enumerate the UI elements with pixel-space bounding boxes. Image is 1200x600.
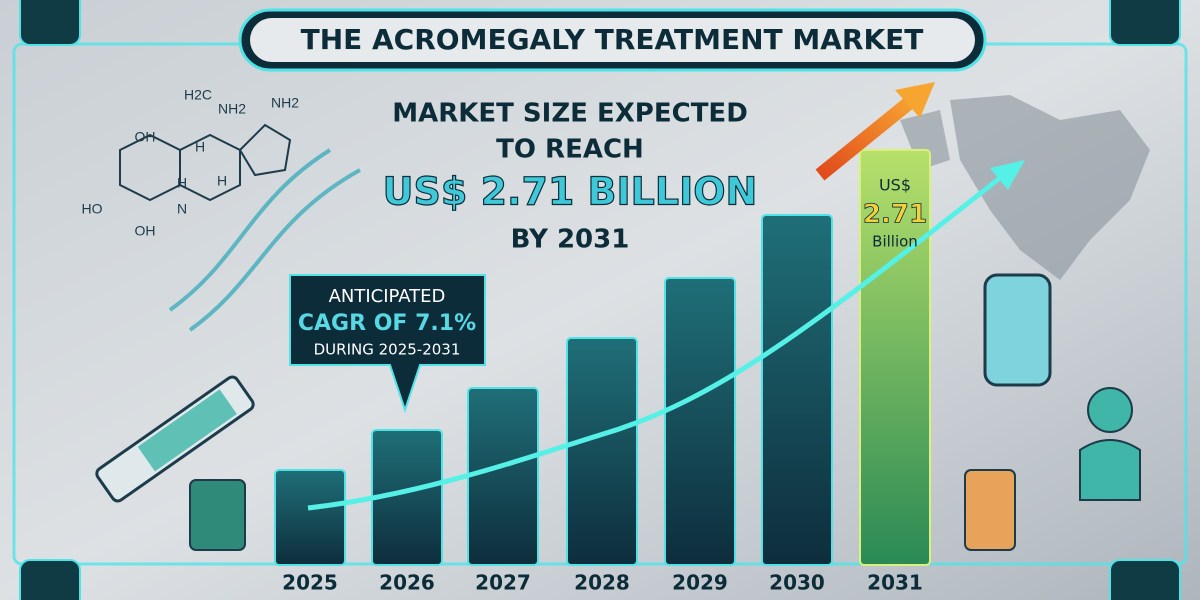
orange-arrow: [815, 92, 920, 181]
iv-bag: [983, 273, 1052, 387]
syringe: [95, 375, 255, 503]
molecule-label: H: [195, 139, 205, 155]
molecule-label: H: [177, 175, 187, 191]
year-label: 2030: [769, 571, 825, 595]
molecule-label: NH2: [271, 95, 299, 111]
year-label: 2029: [672, 571, 728, 595]
growth-arrowhead: [990, 160, 1025, 190]
dna: [168, 148, 361, 332]
callout-box: [289, 274, 486, 414]
bar-label: US$: [879, 176, 911, 195]
year-label: 2031: [867, 571, 923, 595]
bar-decoration: [664, 277, 736, 566]
molecule-label: OH: [135, 223, 156, 239]
world-map: [900, 95, 1150, 280]
person-icon: [1087, 387, 1133, 433]
bar-decoration: [467, 387, 539, 566]
year-label: 2025: [282, 571, 338, 595]
molecule: [119, 123, 292, 202]
corner-icons: [19, 0, 1181, 600]
molecule-label: N: [177, 201, 187, 217]
orange-arrowhead: [895, 82, 935, 118]
year-label: 2027: [475, 571, 531, 595]
title: THE ACROMEGALY TREATMENT MARKET: [301, 23, 924, 56]
callout-line: ANTICIPATED: [329, 286, 446, 307]
bar-decoration: [566, 337, 638, 566]
molecule-label: H2C: [184, 87, 212, 103]
molecule-label: OH: [135, 129, 156, 145]
year-label: 2026: [379, 571, 435, 595]
headline-line: BY 2031: [511, 225, 630, 255]
bar-decoration: [761, 214, 833, 566]
bottle: [189, 479, 246, 551]
molecule-label: H: [217, 173, 227, 189]
bottle: [964, 469, 1016, 551]
bar-label: Billion: [872, 233, 918, 251]
growth-curve: [307, 168, 1012, 511]
bar-decoration: [274, 469, 346, 566]
molecule-label: NH2: [218, 101, 246, 117]
bar-label-value: 2.71: [863, 200, 927, 230]
molecule-label: HO: [82, 201, 103, 217]
bar-decoration: [859, 149, 931, 566]
headline-line: MARKET SIZE EXPECTED: [392, 99, 748, 129]
person-icon: [1079, 439, 1141, 501]
year-label: 2028: [574, 571, 630, 595]
headline-value: US$ 2.71 BILLION: [383, 170, 758, 214]
callout-value: CAGR OF 7.1%: [298, 311, 476, 336]
callout-line: DURING 2025-2031: [314, 341, 461, 359]
headline-line: TO REACH: [496, 135, 644, 165]
title-inner: [250, 18, 975, 62]
